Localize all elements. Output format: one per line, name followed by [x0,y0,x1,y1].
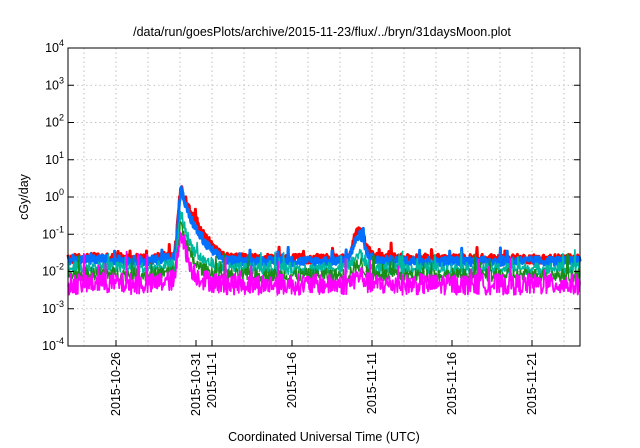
y-tick-label: 10-3 [42,299,64,316]
y-tick-label: 100 [45,187,64,204]
y-axis-label: cGy/day [17,173,31,220]
x-tick-label: 2015-10-26 [109,352,123,416]
x-tick-label: 2015-11-6 [285,352,299,408]
series-line [66,185,582,265]
axis-ticks: 10-4 10-3 10-2 10-1 100 101 102 103 104 2015-10-2… [42,38,580,416]
x-tick-label: 2015-11-21 [525,352,539,415]
series-line [67,185,582,268]
y-tick-label: 102 [45,113,64,130]
x-tick-label: 2015-11-16 [445,352,459,415]
grid [68,47,580,347]
x-tick-label: 2015-10-31 [189,352,203,416]
chart-title: /data/run/goesPlots/archive/2015-11-23/f… [133,25,511,39]
y-tick-label: 101 [45,150,64,167]
x-tick-label: 2015-11-1 [205,352,219,408]
y-tick-label: 104 [45,38,64,55]
y-tick-label: 10-1 [42,224,64,241]
series-group [66,185,582,296]
x-tick-label: 2015-11-11 [365,352,379,414]
x-axis-label: Coordinated Universal Time (UTC) [228,430,420,444]
y-tick-label: 103 [45,75,64,92]
series-line [67,231,581,296]
y-tick-label: 10-4 [42,336,64,353]
y-tick-label: 10-2 [42,262,64,279]
series-line [67,211,581,276]
series-line [67,220,581,283]
